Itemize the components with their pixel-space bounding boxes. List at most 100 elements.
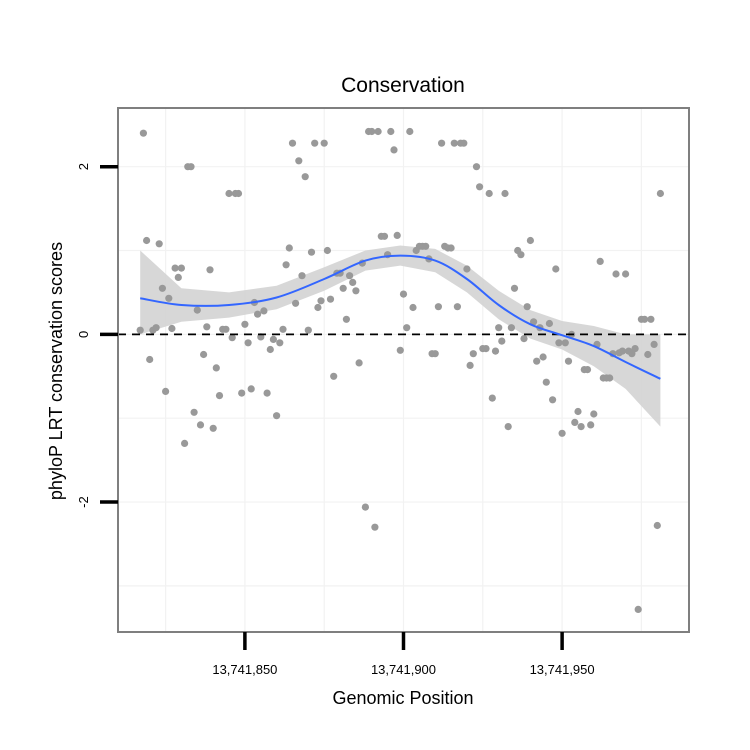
data-point — [323, 246, 331, 255]
data-point — [469, 350, 477, 358]
data-point — [187, 163, 195, 171]
data-point — [292, 299, 300, 307]
data-point — [174, 273, 182, 281]
chart-title: Conservation — [341, 74, 465, 97]
data-point — [266, 345, 274, 354]
data-point — [431, 350, 439, 358]
data-point — [374, 127, 382, 136]
x-axis-title: Genomic Position — [332, 688, 473, 708]
data-point — [393, 231, 401, 239]
data-point — [406, 127, 414, 136]
data-point — [171, 264, 179, 272]
data-point — [622, 270, 630, 278]
data-point — [307, 248, 316, 256]
data-point — [453, 303, 461, 311]
x-tick-label: 13,741,850 — [212, 662, 277, 677]
data-point — [390, 146, 398, 154]
data-point — [349, 278, 357, 286]
data-point — [209, 424, 217, 432]
data-point — [260, 307, 268, 315]
y-axis: -2 0 2 — [76, 163, 118, 508]
data-point — [152, 324, 160, 332]
data-point — [504, 423, 512, 431]
data-point — [234, 189, 243, 198]
data-point — [396, 346, 404, 354]
data-point — [545, 319, 554, 328]
data-point — [254, 310, 262, 318]
data-point — [606, 374, 614, 382]
data-point — [438, 139, 446, 147]
data-point — [491, 347, 500, 355]
data-point — [530, 318, 538, 326]
data-point — [298, 272, 306, 280]
data-point — [314, 303, 322, 312]
data-point — [641, 315, 649, 323]
data-point — [196, 421, 205, 429]
x-tick-label: 13,741,950 — [530, 662, 595, 677]
data-point — [158, 284, 166, 292]
data-point — [612, 270, 620, 278]
x-tick-label: 13,741,900 — [371, 662, 436, 677]
data-point — [498, 337, 506, 345]
confidence-ribbon — [140, 245, 661, 427]
data-point — [165, 294, 173, 302]
data-point — [539, 353, 547, 361]
data-points — [136, 127, 665, 614]
data-point — [339, 284, 347, 292]
data-point — [403, 324, 411, 332]
data-point — [276, 339, 284, 347]
y-tick-label: -2 — [76, 496, 91, 508]
data-point — [422, 242, 430, 250]
data-point — [326, 295, 335, 303]
data-point — [447, 244, 455, 252]
data-point — [482, 345, 490, 353]
data-point — [488, 394, 496, 402]
data-point — [571, 418, 579, 426]
data-point — [485, 189, 493, 198]
data-point — [647, 315, 655, 323]
data-point — [409, 303, 417, 312]
data-point — [618, 347, 627, 355]
data-point — [146, 355, 154, 364]
data-point — [644, 350, 652, 359]
data-point — [542, 378, 550, 386]
data-point — [361, 503, 369, 511]
data-point — [279, 325, 287, 333]
data-point — [555, 339, 563, 347]
data-point — [203, 323, 211, 331]
data-point — [301, 173, 309, 181]
data-point — [507, 324, 515, 332]
data-point — [162, 387, 170, 395]
data-point — [460, 139, 468, 147]
data-point — [206, 266, 214, 274]
y-tick-label: 2 — [76, 163, 91, 170]
data-point — [190, 408, 198, 416]
smooth-trend-line — [140, 254, 661, 380]
data-point — [631, 345, 639, 353]
data-point — [653, 521, 661, 530]
data-point — [520, 335, 528, 343]
data-point — [212, 364, 220, 372]
data-point — [177, 264, 185, 272]
data-point — [282, 261, 290, 269]
data-point — [352, 287, 360, 295]
data-point — [510, 284, 519, 292]
data-point — [238, 389, 246, 397]
data-point — [346, 272, 354, 280]
data-point — [273, 412, 281, 420]
data-point — [656, 189, 665, 198]
data-point — [136, 326, 144, 334]
data-point — [143, 236, 151, 245]
data-point — [523, 303, 531, 311]
data-point — [285, 244, 293, 252]
data-point — [501, 189, 509, 198]
data-point — [533, 357, 541, 365]
data-point — [380, 232, 389, 240]
data-point — [247, 385, 255, 393]
data-point — [263, 389, 271, 397]
data-point — [155, 240, 163, 248]
data-point — [288, 139, 297, 147]
y-axis-title: phyloP LRT conservation scores — [46, 242, 66, 500]
data-point — [168, 324, 176, 333]
data-point — [564, 357, 573, 365]
